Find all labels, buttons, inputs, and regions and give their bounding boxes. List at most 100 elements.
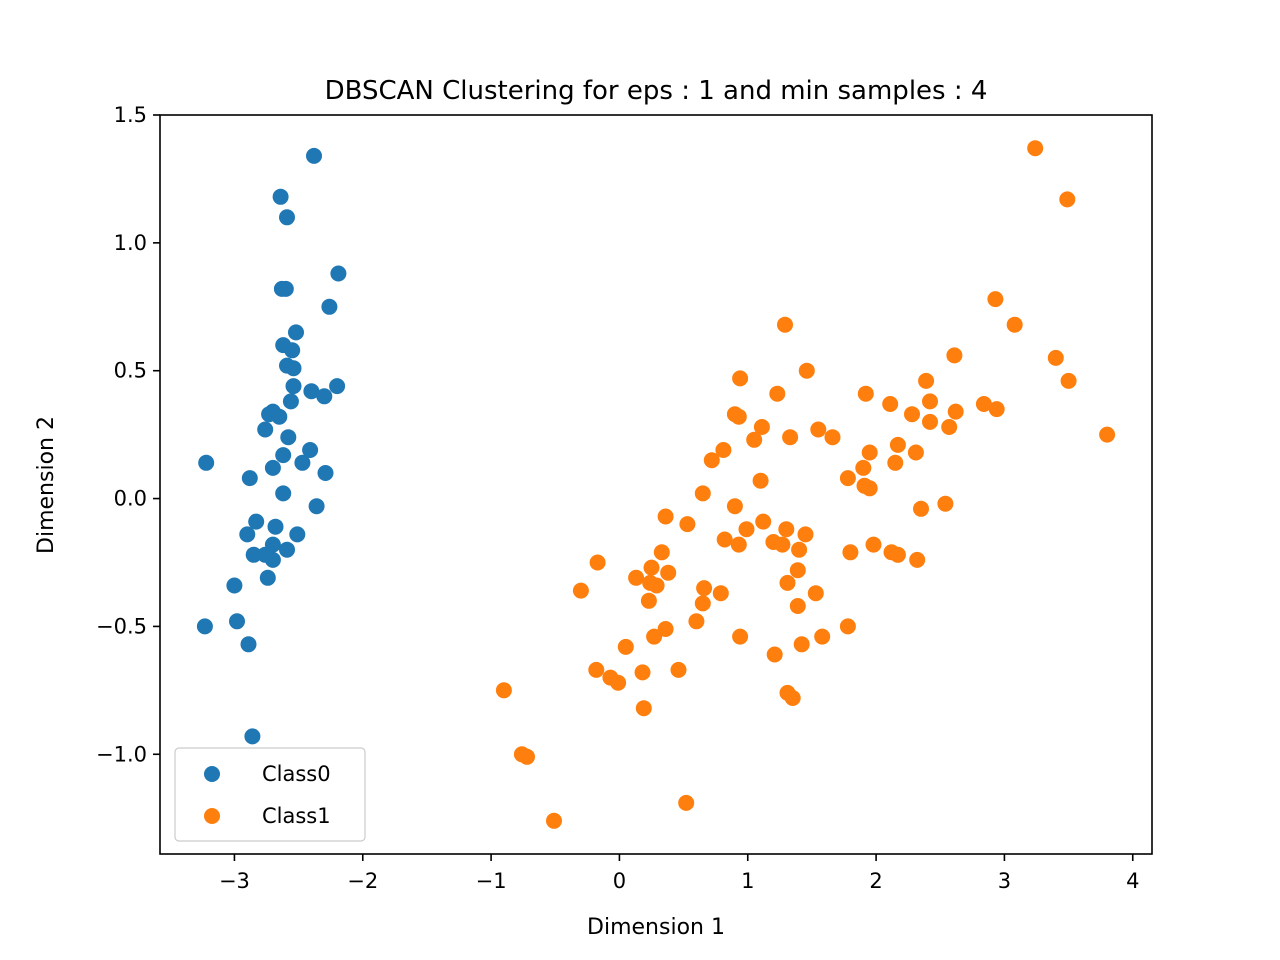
point-class1-75 [789, 598, 806, 614]
point-class1-28 [746, 431, 763, 448]
point-class0-41 [226, 577, 243, 594]
point-class0-22 [302, 442, 319, 458]
x-axis-label: Dimension 1 [587, 915, 725, 940]
x-tick-label: −1 [476, 869, 507, 893]
point-class0-12 [285, 378, 302, 395]
point-class1-45 [755, 513, 772, 530]
point-class1-2 [987, 291, 1004, 308]
point-class1-69 [696, 580, 713, 597]
point-class1-3 [1006, 316, 1023, 333]
point-class1-8 [732, 370, 749, 387]
plot-frame [159, 114, 1153, 855]
point-class0-21 [280, 429, 297, 446]
point-class1-59 [889, 546, 906, 563]
point-class0-31 [248, 513, 265, 530]
point-class1-52 [730, 536, 747, 553]
point-class1-92 [784, 690, 801, 706]
point-class0-2 [279, 209, 295, 226]
point-class1-27 [824, 429, 841, 446]
point-class0-45 [244, 728, 261, 745]
legend-marker-class0 [204, 766, 220, 782]
points-layer [196, 140, 1116, 829]
point-class1-50 [716, 531, 733, 548]
point-class1-90 [495, 682, 512, 699]
x-tick-label: 2 [869, 869, 882, 893]
point-class1-84 [766, 646, 783, 663]
point-class1-65 [628, 569, 645, 586]
point-class1-72 [712, 585, 729, 602]
point-class1-87 [634, 664, 651, 681]
point-class1-55 [791, 541, 808, 558]
legend-label-class0: Class0 [262, 762, 331, 786]
x-axis: −3 −2 −1 0 1 2 3 4 [219, 854, 1139, 893]
point-class1-54 [865, 536, 882, 553]
point-class0-32 [267, 518, 284, 535]
point-class1-53 [774, 536, 791, 553]
point-class1-16 [988, 401, 1005, 418]
point-class1-80 [732, 628, 749, 645]
point-class1-60 [909, 551, 926, 568]
point-class1-61 [589, 554, 606, 571]
point-class1-37 [752, 472, 769, 489]
y-axis-label: Dimension 2 [34, 416, 59, 554]
point-class1-31 [861, 444, 878, 461]
point-class1-7 [798, 362, 815, 379]
point-class0-25 [294, 454, 311, 471]
point-class1-68 [648, 577, 665, 594]
point-class1-24 [810, 421, 827, 438]
chart-title: DBSCAN Clustering for eps : 1 and min sa… [325, 76, 988, 106]
x-tick-label: −3 [219, 869, 250, 893]
point-class1-36 [839, 470, 856, 487]
point-class1-44 [657, 508, 674, 525]
point-class0-30 [308, 498, 325, 515]
point-class1-23 [941, 419, 958, 435]
legend-box [174, 747, 366, 842]
point-class1-83 [793, 636, 810, 653]
point-class1-40 [694, 485, 711, 502]
point-class1-15 [882, 396, 899, 412]
point-class1-47 [738, 521, 755, 538]
point-class0-33 [239, 526, 256, 543]
point-class1-85 [588, 661, 605, 678]
y-tick-label: 0.0 [114, 487, 147, 511]
point-class1-17 [947, 403, 964, 420]
x-tick-label: 3 [998, 869, 1011, 893]
point-class1-14 [975, 396, 992, 412]
point-class1-12 [857, 385, 874, 402]
point-class0-36 [279, 541, 295, 558]
y-tick-label: −1.0 [96, 742, 147, 766]
point-class1-93 [635, 700, 652, 717]
point-class0-40 [259, 569, 276, 586]
point-class0-19 [271, 408, 288, 425]
point-class0-26 [264, 459, 281, 476]
point-class0-20 [257, 421, 274, 438]
point-class1-25 [1099, 426, 1116, 443]
point-class1-41 [937, 495, 954, 512]
legend: Class0 Class1 [174, 747, 366, 842]
point-class1-13 [922, 393, 938, 410]
point-class0-23 [275, 447, 292, 464]
point-class0-3 [330, 265, 347, 282]
point-class1-74 [694, 595, 711, 612]
point-class0-29 [275, 485, 292, 502]
point-class1-10 [1060, 372, 1077, 389]
y-axis: −1.0 −0.5 0.0 0.5 1.0 1.5 [96, 103, 160, 766]
point-class0-42 [196, 618, 213, 635]
point-class1-6 [1047, 349, 1064, 366]
x-tick-label: 1 [741, 869, 754, 893]
point-class1-21 [922, 413, 938, 430]
point-class1-89 [610, 674, 627, 691]
point-class0-6 [321, 298, 338, 315]
point-class1-48 [778, 521, 795, 538]
point-class1-58 [842, 544, 859, 561]
point-class1-46 [679, 516, 696, 533]
point-class0-44 [240, 636, 257, 653]
point-class0-11 [285, 360, 302, 377]
y-tick-label: 1.0 [114, 231, 147, 255]
point-class1-22 [753, 419, 770, 435]
point-class1-56 [653, 544, 670, 561]
point-class1-77 [839, 618, 856, 635]
point-class1-79 [646, 628, 663, 645]
point-class0-27 [317, 465, 334, 481]
